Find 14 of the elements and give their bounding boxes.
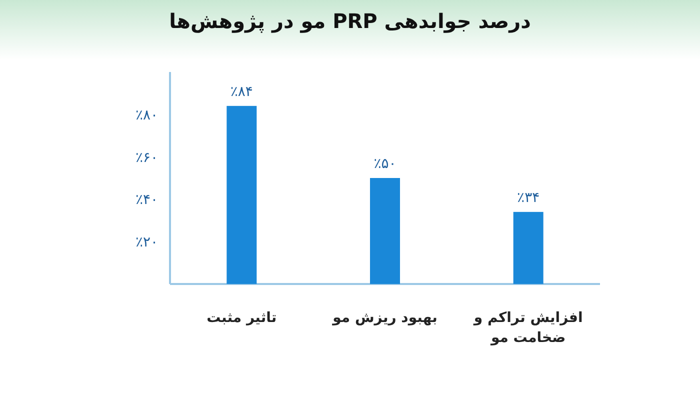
y-tick-label: ٪۸۰ <box>135 107 158 124</box>
bar <box>226 106 257 284</box>
y-tick-label: ٪۶۰ <box>135 150 158 166</box>
data-label: ٪۵۰ <box>374 156 396 172</box>
bar <box>370 178 400 284</box>
bar <box>513 212 544 284</box>
x-tick-label: تاثیر مثبت <box>206 310 277 326</box>
chart-title: درصد جوابدهی PRP مو در پژوهش‌ها <box>169 9 531 33</box>
data-label: ٪۸۴ <box>230 84 253 100</box>
y-tick-label: ٪۴۰ <box>135 192 158 208</box>
y-tick-label: ٪۲۰ <box>135 234 158 251</box>
x-tick-label: بهبود ریزش مو <box>332 310 438 326</box>
data-label: ٪۳۴ <box>517 190 540 206</box>
x-tick-label: افزایش تراکم و ضخامت مو <box>472 310 583 346</box>
